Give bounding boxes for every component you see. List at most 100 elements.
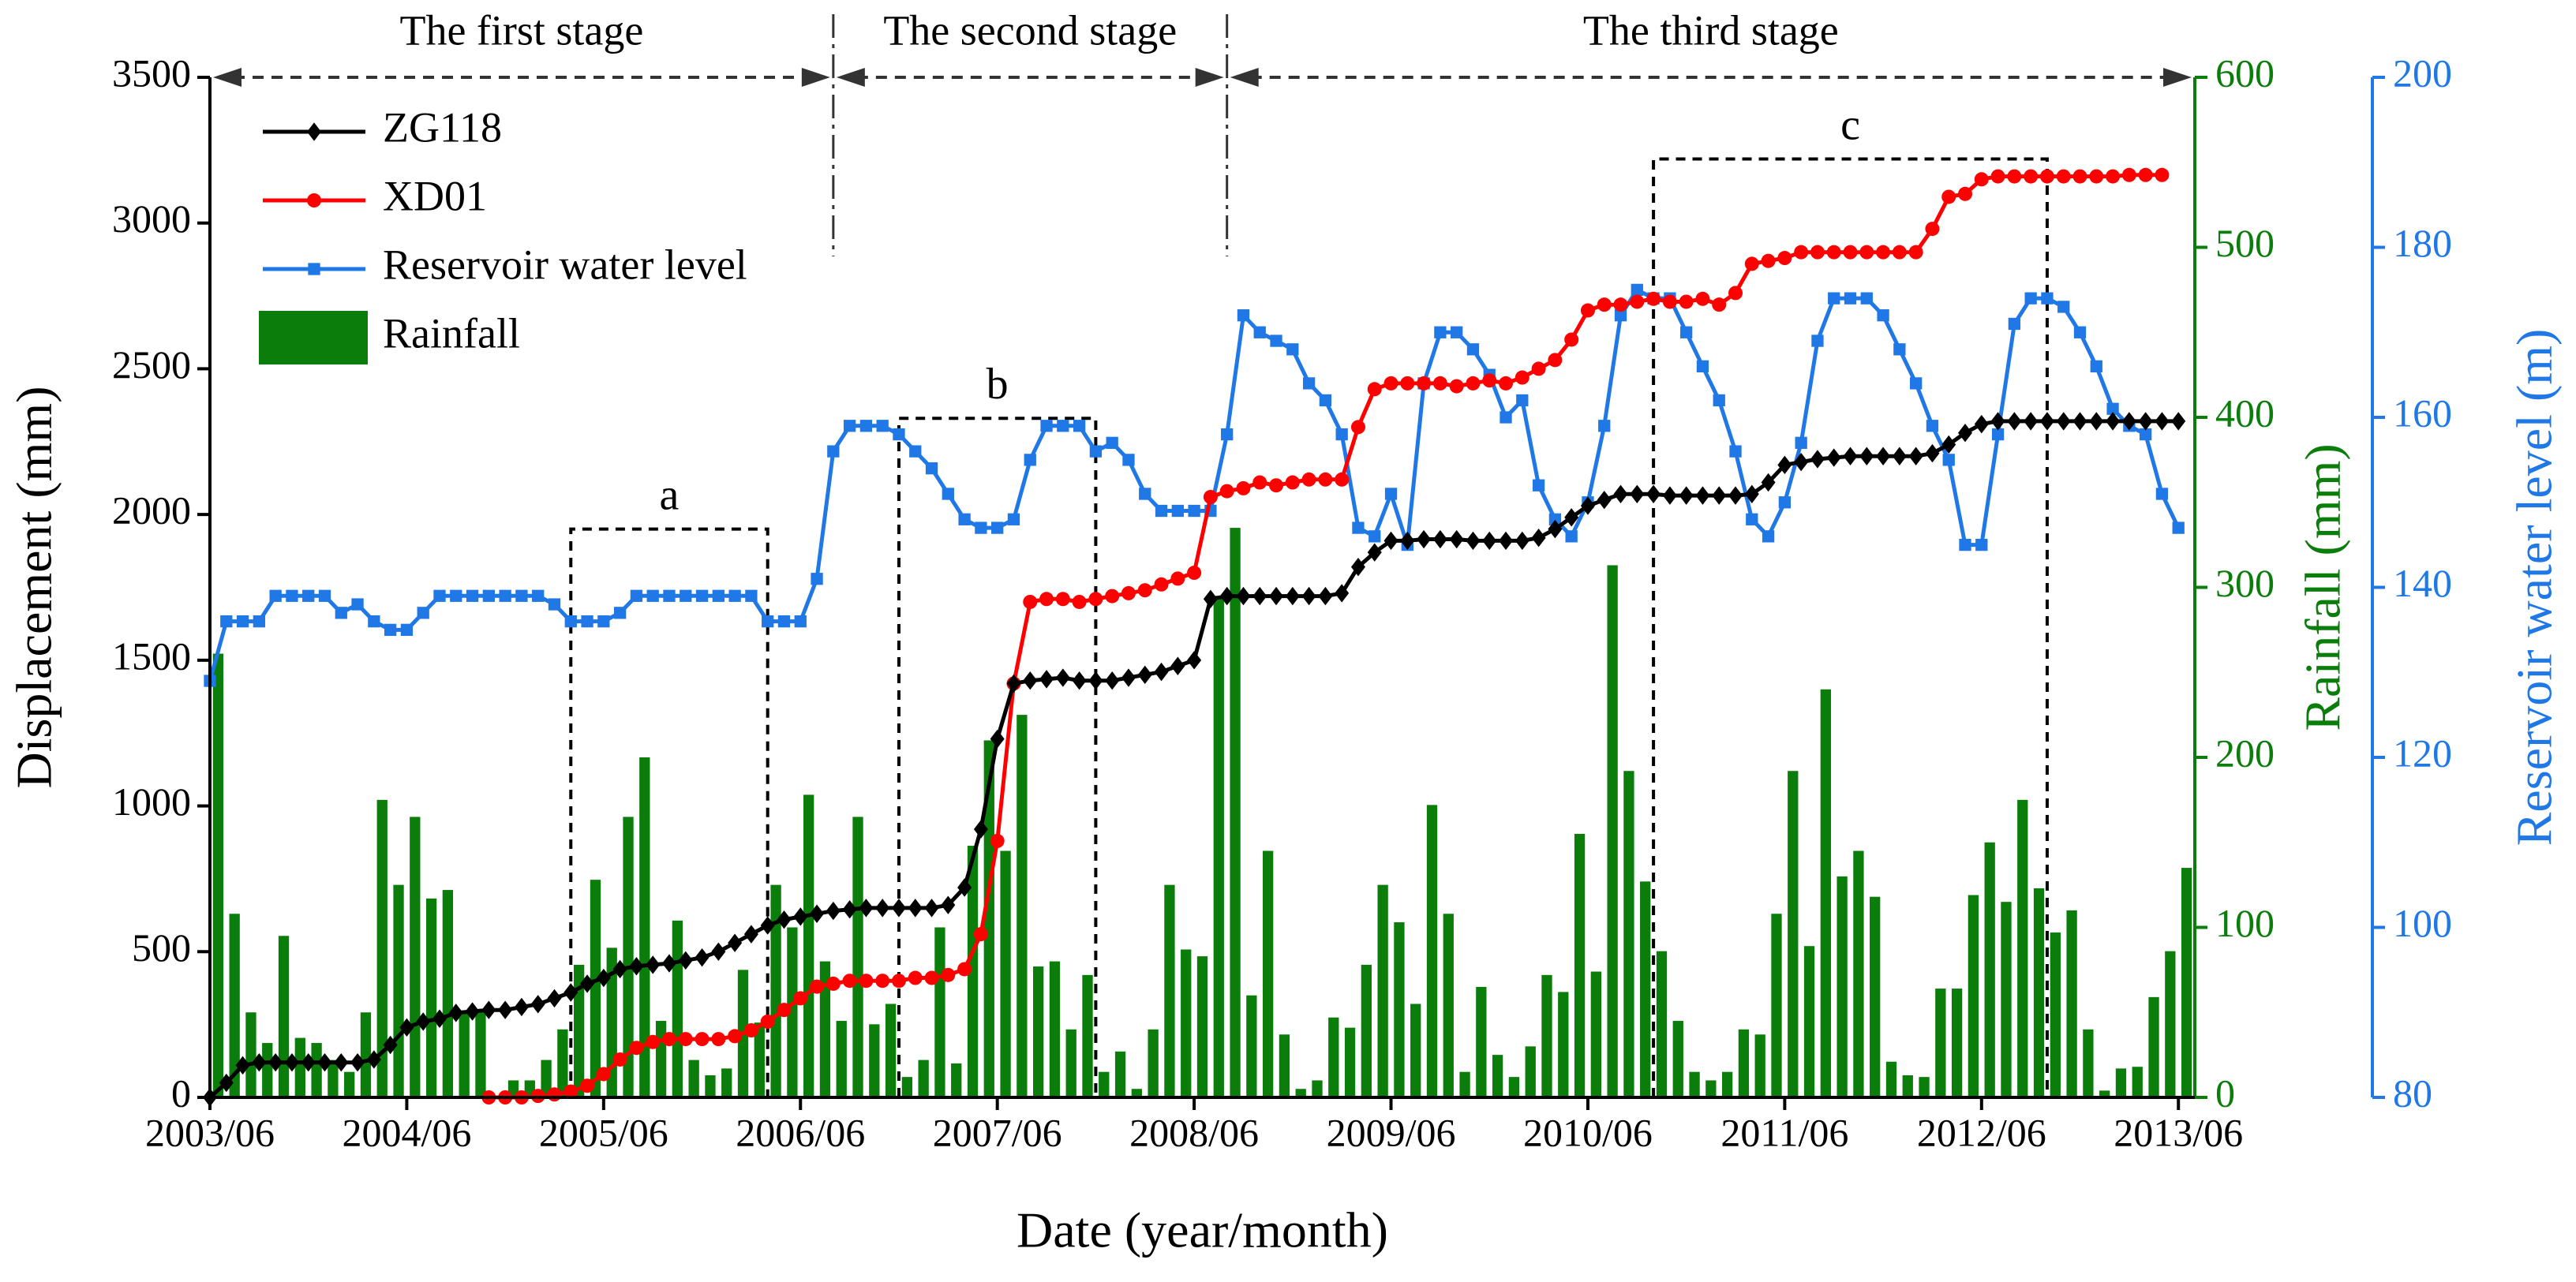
- y2-tick-label: 300: [2215, 561, 2275, 605]
- marker: [1826, 448, 1841, 467]
- marker: [1990, 169, 2005, 184]
- rain-bar: [1148, 1029, 1159, 1097]
- marker: [1811, 335, 1824, 347]
- rain-bar: [967, 846, 979, 1097]
- marker: [1531, 361, 1546, 376]
- marker: [1679, 486, 1694, 505]
- marker: [1696, 360, 1709, 372]
- y-tick-label: 500: [132, 925, 191, 970]
- marker: [1777, 251, 1792, 266]
- marker: [1449, 529, 1464, 549]
- marker: [2056, 412, 2071, 431]
- rain-bar: [2165, 951, 2176, 1097]
- marker: [1139, 488, 1151, 500]
- marker: [1302, 377, 1316, 390]
- rain-bar: [557, 1029, 568, 1097]
- rain-bar: [787, 927, 798, 1097]
- y3-axis-title: Reservoir water level (m): [2507, 329, 2563, 847]
- rain-bar: [951, 1063, 962, 1097]
- rain-bar: [1541, 974, 1552, 1097]
- marker: [646, 955, 661, 974]
- rain-bar: [1968, 895, 1979, 1097]
- marker: [1597, 297, 1612, 312]
- marker: [1137, 665, 1152, 685]
- rain-bar: [885, 1004, 897, 1097]
- marker: [1352, 521, 1365, 534]
- rain-bar: [1295, 1089, 1306, 1097]
- rain-bar: [1721, 1071, 1733, 1097]
- x-tick-label: 2005/06: [539, 1110, 668, 1154]
- marker: [630, 589, 643, 602]
- x-tick-label: 2004/06: [342, 1110, 471, 1154]
- marker: [1466, 531, 1481, 551]
- series-line: [489, 173, 2162, 1100]
- marker: [924, 970, 939, 985]
- rain-bar: [918, 1060, 929, 1097]
- marker: [2089, 412, 2104, 431]
- marker: [1252, 475, 1267, 490]
- rain-bar: [1049, 961, 1061, 1097]
- rain-bar: [1213, 596, 1224, 1097]
- stage-label: The first stage: [399, 6, 643, 54]
- marker: [1762, 530, 1775, 543]
- marker: [908, 970, 923, 985]
- marker: [481, 1000, 496, 1019]
- marker: [1155, 504, 1168, 518]
- marker: [1778, 496, 1792, 509]
- marker: [433, 589, 446, 602]
- rain-bar: [376, 799, 388, 1097]
- marker: [580, 1078, 595, 1093]
- marker: [1713, 394, 1725, 407]
- marker: [532, 589, 545, 602]
- marker: [1237, 309, 1250, 322]
- marker: [1449, 379, 1464, 394]
- rain-bar: [672, 920, 683, 1097]
- rain-bar: [1099, 1071, 1110, 1097]
- marker: [284, 1052, 299, 1072]
- marker: [1023, 594, 1038, 609]
- rain-bar: [1181, 949, 1192, 1097]
- marker: [1335, 472, 1350, 487]
- y2-tick-label: 600: [2215, 50, 2275, 95]
- marker: [220, 615, 233, 628]
- marker: [499, 589, 511, 602]
- marker: [1285, 586, 1300, 606]
- marker: [2106, 402, 2119, 415]
- marker: [810, 979, 825, 994]
- marker: [2139, 428, 2152, 441]
- rain-bar: [1689, 1071, 1700, 1097]
- marker: [1318, 472, 1333, 487]
- marker: [1548, 353, 1563, 368]
- rain-bar: [2083, 1029, 2094, 1097]
- marker: [661, 1032, 676, 1047]
- y2-tick-label: 200: [2215, 731, 2275, 775]
- marker: [1171, 504, 1184, 518]
- marker: [2007, 412, 2022, 431]
- rain-bar: [2132, 1067, 2143, 1097]
- rain-bar: [1065, 1029, 1076, 1097]
- marker: [811, 573, 823, 585]
- marker: [219, 1073, 234, 1093]
- marker: [1844, 292, 1857, 305]
- marker: [875, 974, 890, 989]
- arrow-head: [2163, 68, 2192, 87]
- marker: [1613, 297, 1628, 312]
- marker: [2155, 412, 2170, 431]
- rain-bar: [1951, 989, 1963, 1097]
- marker: [1515, 531, 1530, 551]
- marker: [1662, 486, 1677, 505]
- marker: [596, 1067, 611, 1082]
- marker: [876, 420, 889, 432]
- x-tick-label: 2011/06: [1720, 1110, 1848, 1154]
- marker: [1926, 420, 1939, 432]
- marker: [1908, 245, 1923, 260]
- y3-tick-label: 160: [2393, 391, 2452, 435]
- marker: [1942, 454, 1955, 466]
- arrow-head: [213, 68, 242, 87]
- marker: [712, 589, 724, 602]
- legend-label: Rainfall: [383, 309, 520, 357]
- rain-bar: [2033, 888, 2045, 1097]
- x-tick-label: 2012/06: [1917, 1110, 2046, 1154]
- marker: [1843, 447, 1858, 465]
- y-tick-label: 2000: [112, 488, 191, 533]
